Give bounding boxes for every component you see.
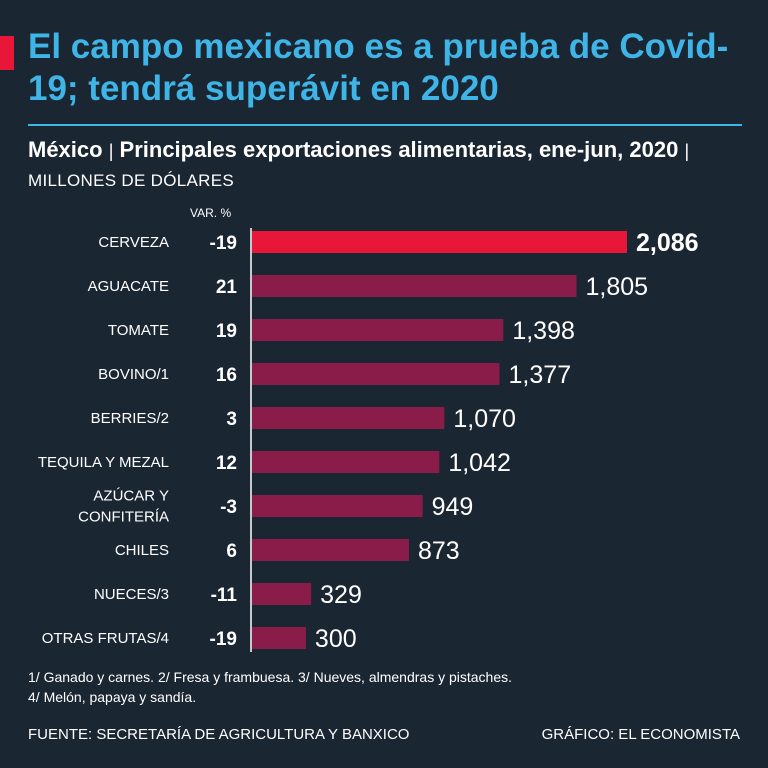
var-pct-label-2: 19 (216, 321, 237, 342)
value-label-4: 1,070 (453, 405, 516, 433)
var-pct-label-9: -19 (210, 629, 237, 650)
bar-0 (252, 231, 627, 253)
bar-9 (252, 627, 306, 649)
bar-6 (252, 495, 423, 517)
value-label-1: 1,805 (585, 273, 648, 301)
var-pct-label-0: -19 (210, 233, 237, 254)
category-label-2: TOMATE (108, 322, 169, 339)
value-label-7: 873 (418, 537, 460, 565)
var-pct-label-3: 16 (216, 365, 237, 386)
bar-8 (252, 583, 312, 605)
var-pct-label-6: -3 (220, 497, 237, 518)
var-pct-label-8: -11 (211, 585, 238, 606)
headline: El campo mexicano es a prueba de Covid-1… (28, 27, 729, 108)
source-credit: FUENTE: SECRETARÍA DE AGRICULTURA Y BANX… (28, 726, 410, 743)
subtitle-separator-1: | (108, 141, 114, 161)
category-label-3: BOVINO/1 (98, 366, 169, 383)
subtitle-units: MILLONES DE DÓLARES (28, 171, 234, 190)
bar-4 (252, 407, 445, 429)
var-pct-label-4: 3 (226, 409, 237, 430)
category-label-6-1: CONFITERÍA (78, 509, 169, 526)
category-label-1: AGUACATE (88, 278, 169, 295)
subtitle: México | Principales exportaciones alime… (28, 136, 748, 195)
category-label-7: CHILES (115, 542, 169, 559)
graphic-credit: GRÁFICO: EL ECONOMISTA (541, 726, 740, 743)
bar-2 (252, 319, 504, 341)
subtitle-title: Principales exportaciones alimentarias, … (119, 137, 679, 162)
footnote-line-1: 1/ Ganado y carnes. 2/ Fresa y frambuesa… (28, 669, 513, 685)
category-label-0: CERVEZA (98, 234, 169, 251)
bar-3 (252, 363, 500, 385)
bar-5 (252, 451, 440, 473)
value-label-0: 2,086 (636, 229, 699, 257)
var-pct-header: VAR. % (190, 206, 232, 220)
category-label-5: TEQUILA Y MEZAL (38, 454, 169, 471)
headline-rule (28, 124, 742, 126)
bar-7 (252, 539, 409, 561)
category-label-8: NUECES/3 (94, 586, 169, 603)
footnote-line-2: 4/ Melón, papaya y sandía. (28, 689, 197, 705)
var-pct-label-5: 12 (216, 453, 237, 474)
value-label-9: 300 (315, 625, 357, 653)
value-label-8: 329 (320, 581, 362, 609)
var-pct-label-7: 6 (226, 541, 237, 562)
value-label-2: 1,398 (512, 317, 575, 345)
value-label-6: 949 (432, 493, 474, 521)
bar-1 (252, 275, 577, 297)
category-label-6-0: AZÚCAR Y (93, 488, 169, 505)
footnotes: 1/ Ganado y carnes. 2/ Fresa y frambuesa… (28, 667, 748, 707)
var-pct-label-1: 21 (216, 277, 238, 298)
category-label-9: OTRAS FRUTAS/4 (42, 630, 169, 647)
value-label-3: 1,377 (509, 361, 572, 389)
subtitle-country: México (28, 137, 103, 162)
headline-accent-block (0, 36, 14, 70)
category-label-4: BERRIES/2 (91, 410, 169, 427)
subtitle-separator-2: | (684, 141, 690, 161)
value-label-5: 1,042 (448, 449, 511, 477)
